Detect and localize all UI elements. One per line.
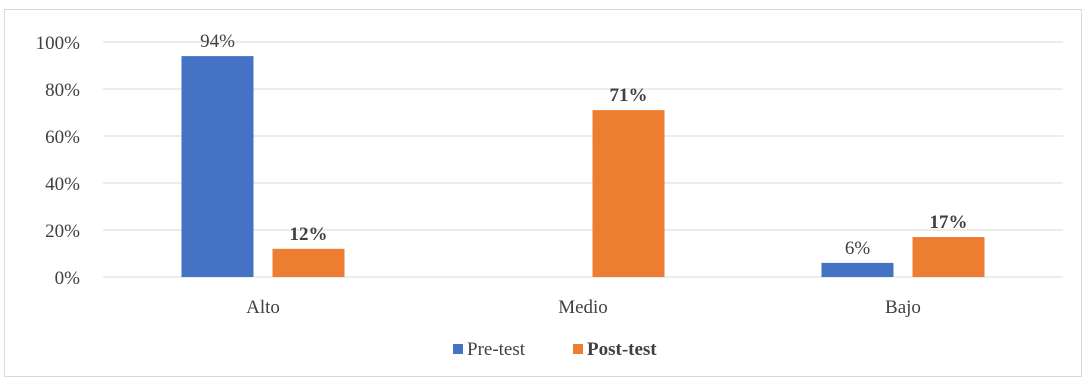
y-tick-label: 80% <box>45 80 80 101</box>
legend-item: Pre-test <box>453 339 526 360</box>
legend-swatch <box>573 344 583 354</box>
bar-pre-test-bajo <box>821 262 894 277</box>
legend-swatch <box>453 344 463 354</box>
x-category-label: Bajo <box>885 297 921 318</box>
bar-post-test-bajo <box>912 237 985 277</box>
data-label: 6% <box>845 238 871 259</box>
x-category-label: Medio <box>558 297 608 318</box>
y-axis-ticks: 0% 20% 40% 60% 80% 100% <box>36 33 81 289</box>
data-label: 71% <box>610 85 648 106</box>
y-tick-label: 0% <box>55 268 81 289</box>
legend-label: Pre-test <box>467 339 526 360</box>
x-category-label: Alto <box>246 297 280 318</box>
data-label: 17% <box>930 212 968 233</box>
legend-item: Post-test <box>573 339 657 360</box>
bars <box>181 56 985 278</box>
data-label: 94% <box>200 31 235 52</box>
data-label: 12% <box>290 224 328 245</box>
legend-label: Post-test <box>587 339 657 360</box>
data-labels: 94% 12% 71% 6% 17% <box>200 31 967 259</box>
gridlines <box>103 41 1063 278</box>
bar-post-test-alto <box>272 248 345 277</box>
y-tick-label: 20% <box>45 221 80 242</box>
x-axis: Alto Medio Bajo <box>246 297 921 318</box>
y-tick-label: 60% <box>45 127 80 148</box>
bar-post-test-medio <box>592 110 665 278</box>
y-tick-label: 100% <box>36 33 81 54</box>
bar-pre-test-alto <box>181 56 254 277</box>
y-tick-label: 40% <box>45 174 80 195</box>
legend: Pre-test Post-test <box>453 339 657 360</box>
